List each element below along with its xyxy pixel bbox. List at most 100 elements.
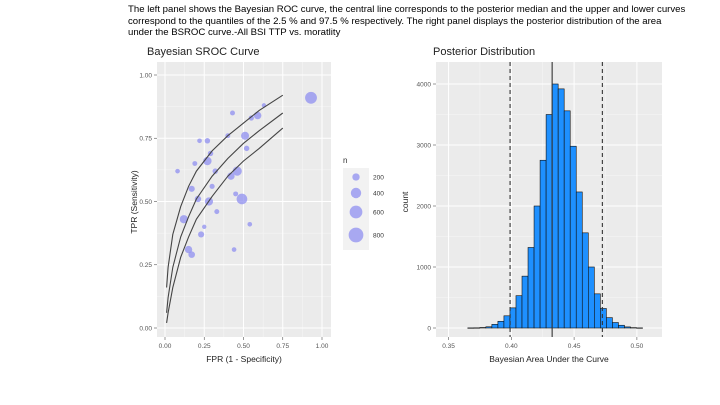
posterior-y-tick-label: 4000 — [417, 81, 432, 88]
sroc-x-ticks: 0.00 0.25 0.50 0.75 1.00 — [159, 337, 329, 350]
posterior-y-tick-label: 2000 — [417, 203, 432, 210]
sroc-study-point — [243, 145, 250, 152]
posterior-bar — [551, 83, 559, 329]
sroc-curve-2-5-quantile — [166, 127, 284, 323]
posterior-bar — [600, 308, 607, 329]
posterior-x-tick-label: 0.40 — [505, 343, 518, 350]
sroc-study-point — [194, 195, 202, 203]
posterior-bar — [527, 247, 535, 329]
legend-items: 200 400 600 800 — [348, 173, 384, 243]
sroc-study-point — [175, 168, 180, 174]
legend-size-label: 200 — [373, 174, 384, 181]
posterior-x-tick-label: 0.45 — [568, 343, 581, 350]
sroc-study-point — [188, 251, 195, 258]
posterior-y-tick-label: 0 — [427, 325, 431, 332]
sroc-y-ticks: 0.00 0.25 0.50 0.75 1.00 — [139, 72, 157, 332]
posterior-title: Posterior Distribution — [433, 46, 535, 58]
sroc-study-point — [232, 166, 242, 176]
posterior-bar — [503, 315, 511, 329]
sroc-study-point — [248, 115, 254, 121]
posterior-vlines — [509, 62, 603, 337]
sroc-study-point — [236, 193, 248, 205]
posterior-bar — [545, 114, 553, 329]
posterior-bar — [509, 307, 517, 329]
sroc-curves — [166, 94, 284, 323]
posterior-bar — [521, 275, 529, 329]
sroc-study-point — [184, 245, 193, 254]
sroc-study-point — [253, 111, 262, 120]
legend-size-label: 800 — [373, 232, 384, 239]
legend-size-label: 600 — [373, 209, 384, 216]
sroc-y-tick-label: 1.00 — [139, 72, 152, 79]
posterior-y-ticks: 0 1000 2000 3000 4000 — [417, 81, 436, 332]
posterior-bar — [594, 293, 601, 329]
posterior-bar — [606, 317, 613, 329]
posterior-y-tick-label: 3000 — [417, 142, 432, 149]
sroc-study-point — [305, 91, 317, 104]
posterior-y-tick-label: 1000 — [417, 264, 432, 271]
posterior-bar — [581, 232, 589, 329]
posterior-x-tick-label: 0.35 — [442, 343, 455, 350]
posterior-bar — [624, 326, 631, 329]
sroc-study-point — [197, 138, 202, 144]
posterior-bar — [612, 322, 619, 329]
legend-size-circle — [349, 205, 363, 219]
sroc-study-point — [188, 185, 195, 192]
sroc-x-tick-label: 1.00 — [316, 343, 329, 350]
sroc-study-point — [198, 231, 205, 238]
sroc-points — [175, 91, 317, 258]
legend-title: n — [343, 156, 347, 165]
sroc-x-tick-label: 0.50 — [237, 343, 250, 350]
posterior-bar — [515, 295, 523, 329]
posterior-bar — [533, 205, 541, 329]
sroc-study-point — [214, 209, 220, 215]
posterior-x-ticks: 0.35 0.40 0.45 0.50 — [442, 337, 644, 350]
sroc-curve-97-5-quantile — [166, 94, 284, 288]
sroc-curve-median — [166, 112, 284, 313]
sroc-study-point — [179, 215, 188, 224]
posterior-panel: Posterior Distribution 0.35 0.40 0.45 0.50 … — [400, 46, 662, 364]
sroc-y-tick-label: 0.00 — [139, 325, 152, 332]
posterior-bar — [497, 320, 505, 329]
legend-size-label: 400 — [373, 190, 384, 197]
sroc-y-tick-label: 0.25 — [139, 262, 152, 269]
sroc-study-point — [209, 183, 215, 189]
sroc-x-tick-label: 0.00 — [159, 343, 172, 350]
posterior-bar — [569, 145, 577, 329]
posterior-bar — [587, 266, 595, 329]
sroc-study-point — [247, 221, 253, 227]
sroc-study-point — [202, 224, 207, 229]
posterior-bar — [557, 88, 565, 329]
sroc-y-tick-label: 0.50 — [139, 199, 152, 206]
posterior-x-tick-label: 0.50 — [631, 343, 644, 350]
posterior-bars — [467, 83, 643, 329]
posterior-bar — [618, 324, 625, 329]
sroc-title: Bayesian SROC Curve — [147, 46, 260, 58]
size-legend: n 200 400 600 800 — [343, 156, 384, 250]
legend-size-circle — [352, 173, 360, 181]
figure-caption: The left panel shows the Bayesian ROC cu… — [128, 4, 686, 38]
posterior-y-axis-label: count — [400, 191, 410, 212]
sroc-study-point — [233, 191, 239, 197]
sroc-study-point — [212, 168, 218, 174]
posterior-bar — [539, 159, 547, 329]
posterior-x-axis-label: Bayesian Area Under the Curve — [489, 354, 609, 364]
posterior-bar — [485, 326, 493, 329]
sroc-x-axis-label: FPR (1 - Specificity) — [206, 354, 282, 364]
legend-size-circle — [348, 227, 364, 243]
posterior-bar — [563, 110, 571, 329]
legend-size-circle — [350, 187, 362, 199]
sroc-study-point — [241, 131, 250, 140]
sroc-study-point — [204, 138, 211, 144]
sroc-study-point — [192, 161, 198, 167]
sroc-panel: Bayesian SROC Curve 0.00 0.25 0.50 0.75 1.00… — [129, 46, 331, 364]
sroc-x-tick-label: 0.25 — [198, 343, 211, 350]
posterior-bar — [575, 191, 583, 329]
sroc-y-tick-label: 0.75 — [139, 136, 152, 143]
posterior-bar — [491, 324, 499, 329]
sroc-study-point — [230, 110, 235, 116]
sroc-x-tick-label: 0.75 — [276, 343, 289, 350]
sroc-y-axis-label: TPR (Sensitivity) — [129, 170, 139, 233]
sroc-study-point — [231, 247, 237, 252]
